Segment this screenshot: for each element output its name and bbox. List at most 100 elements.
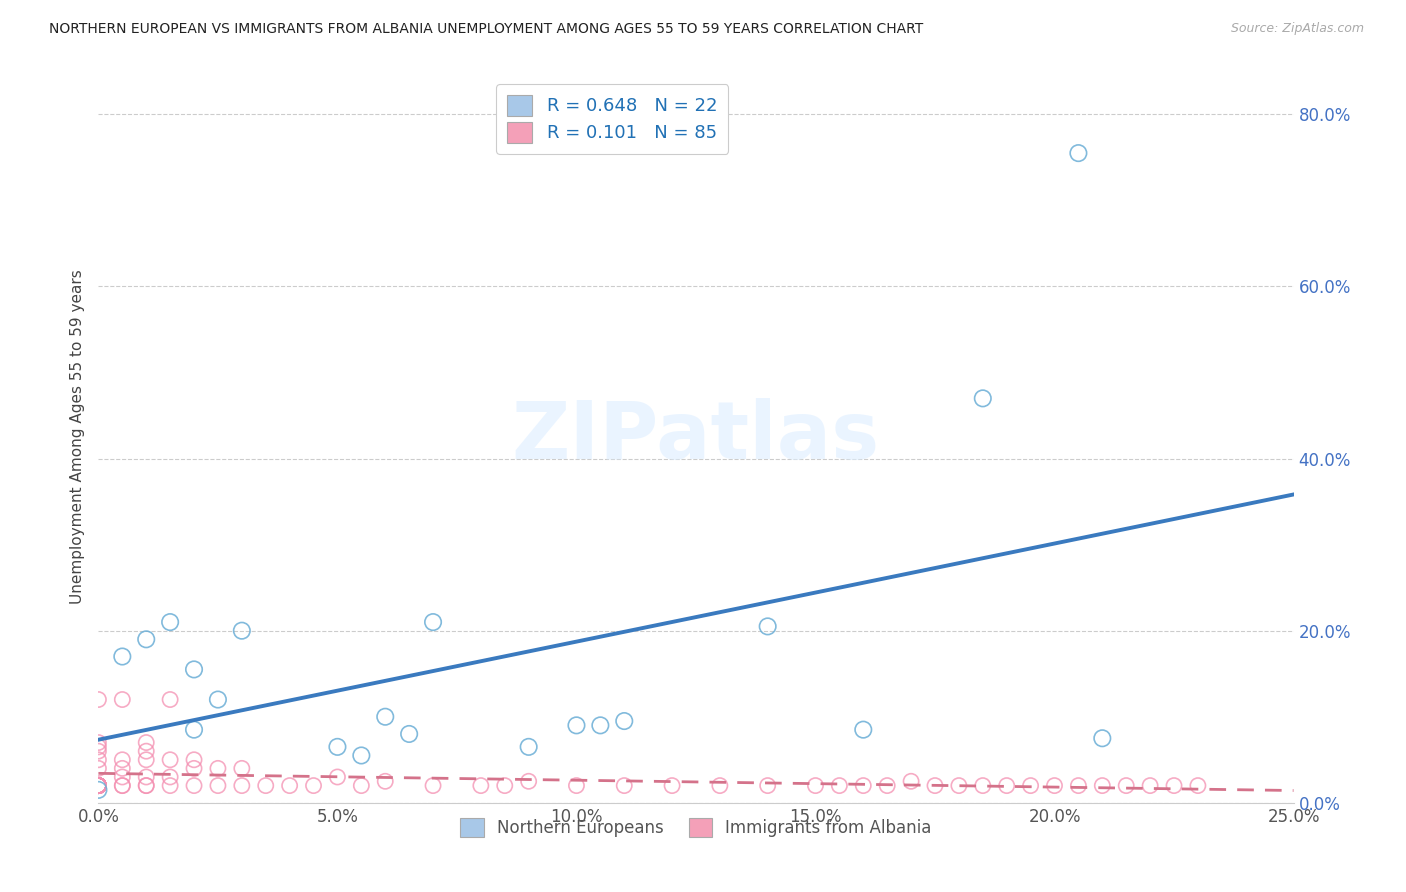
Point xyxy=(87,779,110,793)
Point xyxy=(422,779,444,793)
Point xyxy=(111,779,134,793)
Point xyxy=(135,632,157,647)
Point xyxy=(87,779,110,793)
Point xyxy=(183,723,205,737)
Point xyxy=(350,748,373,763)
Point xyxy=(159,692,181,706)
Point xyxy=(87,779,110,793)
Point xyxy=(87,779,110,793)
Point xyxy=(87,783,110,797)
Point xyxy=(1067,779,1090,793)
Point xyxy=(972,779,994,793)
Point xyxy=(350,779,373,793)
Point xyxy=(87,779,110,793)
Point xyxy=(278,779,301,793)
Point xyxy=(87,779,110,793)
Point xyxy=(87,735,110,749)
Point xyxy=(517,739,540,754)
Point xyxy=(111,649,134,664)
Point xyxy=(1019,779,1042,793)
Point xyxy=(159,770,181,784)
Point xyxy=(231,779,253,793)
Point xyxy=(374,774,396,789)
Point xyxy=(302,779,325,793)
Point xyxy=(1091,779,1114,793)
Point xyxy=(756,619,779,633)
Point xyxy=(87,779,110,793)
Point xyxy=(87,753,110,767)
Point xyxy=(135,770,157,784)
Text: NORTHERN EUROPEAN VS IMMIGRANTS FROM ALBANIA UNEMPLOYMENT AMONG AGES 55 TO 59 YE: NORTHERN EUROPEAN VS IMMIGRANTS FROM ALB… xyxy=(49,22,924,37)
Point xyxy=(326,770,349,784)
Point xyxy=(1163,779,1185,793)
Point xyxy=(87,779,110,793)
Point xyxy=(470,779,492,793)
Point xyxy=(852,723,875,737)
Point xyxy=(207,779,229,793)
Legend: Northern Europeans, Immigrants from Albania: Northern Europeans, Immigrants from Alba… xyxy=(451,810,941,846)
Point xyxy=(1115,779,1137,793)
Point xyxy=(876,779,898,793)
Point xyxy=(494,779,516,793)
Point xyxy=(87,744,110,758)
Point xyxy=(159,615,181,629)
Point xyxy=(87,779,110,793)
Point xyxy=(207,761,229,775)
Point xyxy=(87,779,110,793)
Point xyxy=(828,779,851,793)
Point xyxy=(87,779,110,793)
Point xyxy=(565,718,588,732)
Point xyxy=(159,753,181,767)
Point xyxy=(1187,779,1209,793)
Point xyxy=(111,692,134,706)
Point xyxy=(111,761,134,775)
Point xyxy=(135,744,157,758)
Point xyxy=(87,779,110,793)
Point xyxy=(1043,779,1066,793)
Point xyxy=(948,779,970,793)
Point xyxy=(398,727,420,741)
Point xyxy=(87,779,110,793)
Point xyxy=(87,739,110,754)
Point xyxy=(565,779,588,793)
Point xyxy=(111,779,134,793)
Point xyxy=(613,714,636,728)
Point xyxy=(87,779,110,793)
Point xyxy=(135,735,157,749)
Point xyxy=(231,624,253,638)
Point xyxy=(326,739,349,754)
Point xyxy=(709,779,731,793)
Point xyxy=(183,753,205,767)
Point xyxy=(87,779,110,793)
Point xyxy=(756,779,779,793)
Point xyxy=(231,761,253,775)
Point xyxy=(183,779,205,793)
Point xyxy=(589,718,612,732)
Point xyxy=(183,761,205,775)
Point xyxy=(159,779,181,793)
Point xyxy=(87,779,110,793)
Point xyxy=(852,779,875,793)
Point xyxy=(254,779,277,793)
Point xyxy=(374,710,396,724)
Point xyxy=(661,779,683,793)
Point xyxy=(804,779,827,793)
Y-axis label: Unemployment Among Ages 55 to 59 years: Unemployment Among Ages 55 to 59 years xyxy=(69,269,84,605)
Point xyxy=(111,770,134,784)
Point xyxy=(924,779,946,793)
Point xyxy=(135,779,157,793)
Point xyxy=(87,779,110,793)
Point xyxy=(517,774,540,789)
Text: Source: ZipAtlas.com: Source: ZipAtlas.com xyxy=(1230,22,1364,36)
Point xyxy=(87,779,110,793)
Point xyxy=(1091,731,1114,746)
Point xyxy=(1139,779,1161,793)
Point xyxy=(87,779,110,793)
Point xyxy=(207,692,229,706)
Point xyxy=(972,392,994,406)
Point xyxy=(87,779,110,793)
Point xyxy=(995,779,1018,793)
Point xyxy=(1067,146,1090,161)
Point xyxy=(135,779,157,793)
Point xyxy=(900,774,922,789)
